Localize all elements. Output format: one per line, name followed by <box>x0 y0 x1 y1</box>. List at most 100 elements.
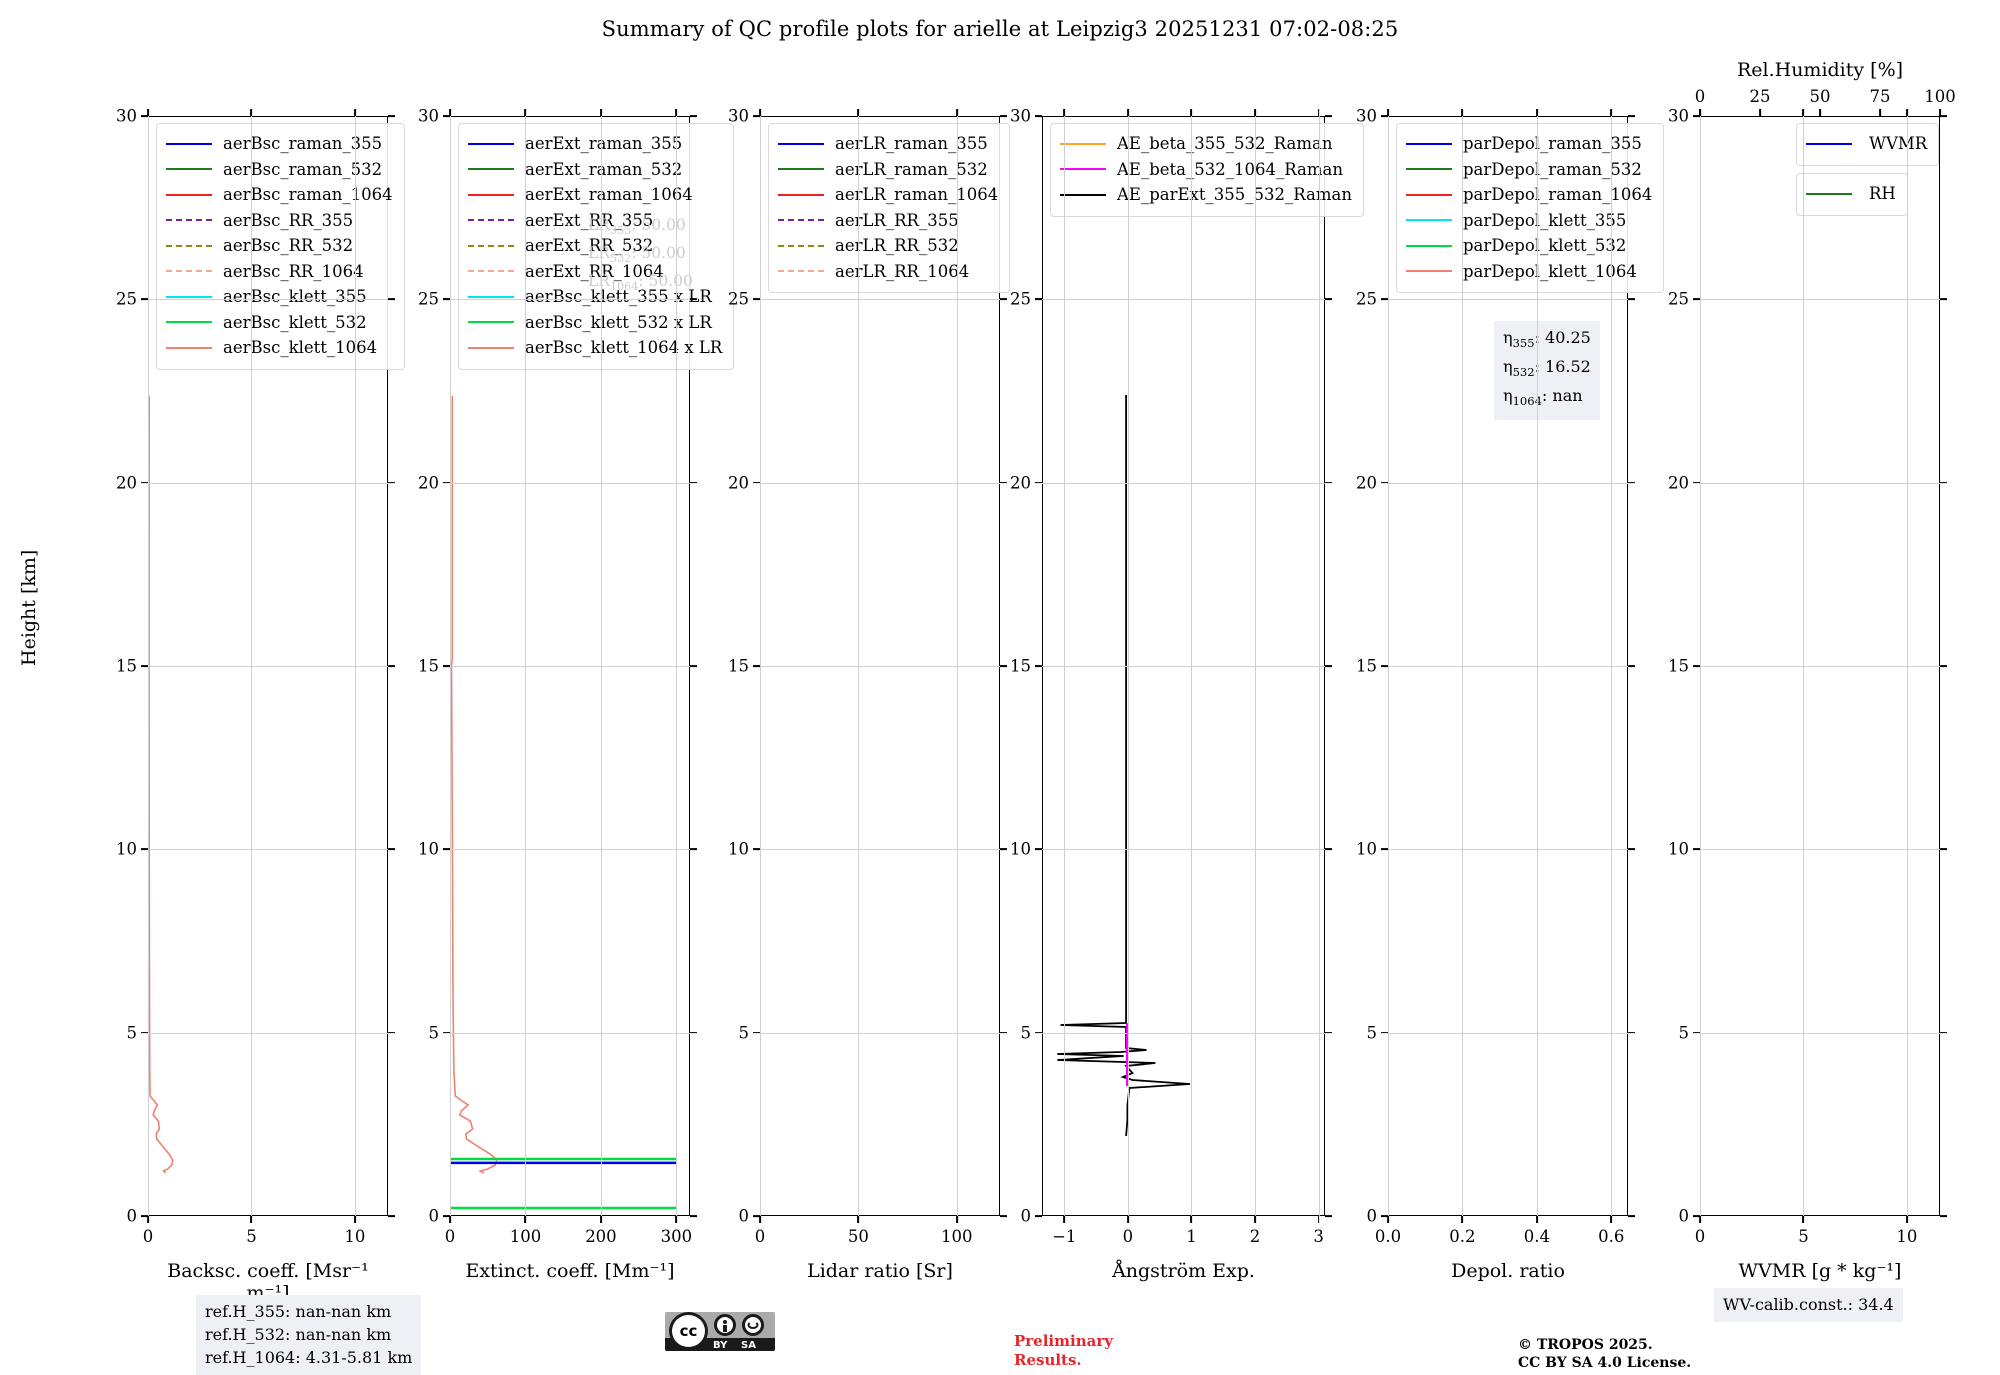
legend-item[interactable]: AE_beta_355_532_Raman <box>1060 131 1352 157</box>
legend-color-swatch <box>778 131 833 157</box>
by-label: BY <box>713 1340 728 1351</box>
gridline-vertical <box>956 116 958 1216</box>
legend-color-swatch <box>1406 259 1461 285</box>
legend-angstrom: AE_beta_355_532_Raman AE_beta_532_1064_Ra… <box>1050 123 1364 217</box>
y-tick-mark <box>1693 115 1700 117</box>
legend-item[interactable]: aerLR_RR_532 <box>778 233 998 259</box>
y-tick-label: 0 <box>126 1206 138 1226</box>
legend-item[interactable]: parDepol_raman_1064 <box>1406 182 1652 208</box>
y-tick-mark <box>141 848 148 851</box>
gridline-vertical <box>858 116 860 1216</box>
y-tick-mark <box>1628 298 1635 301</box>
top-tick-label: 75 <box>1869 87 1891 106</box>
legend-item[interactable]: AE_beta_532_1064_Raman <box>1060 157 1352 183</box>
legend-item[interactable]: aerBsc_klett_355 <box>166 284 393 310</box>
x-tick-label: 0.4 <box>1523 1227 1550 1246</box>
legend-item[interactable]: aerBsc_RR_532 <box>166 233 393 259</box>
gridline-horizontal <box>1388 666 1628 667</box>
legend-lidar-ratio: aerLR_raman_355 aerLR_raman_532 aerLR_rama… <box>768 123 1011 293</box>
legend-item[interactable]: aerLR_raman_1064 <box>778 182 998 208</box>
y-tick-label: 30 <box>1668 106 1689 126</box>
legend-color-swatch <box>468 310 523 336</box>
gridline-horizontal <box>1042 666 1325 667</box>
y-tick-label: 15 <box>1356 656 1377 676</box>
legend-color-swatch <box>166 310 221 336</box>
legend-item[interactable]: aerBsc_klett_532 <box>166 310 393 336</box>
x-tick-mark <box>600 109 602 116</box>
legend-item[interactable]: parDepol_klett_1064 <box>1406 259 1652 285</box>
y-tick-label: 15 <box>116 656 137 676</box>
legend-item[interactable]: aerExt_RR_355 <box>468 208 722 234</box>
legend-color-swatch <box>778 182 833 208</box>
legend-label: aerLR_raman_532 <box>835 159 988 179</box>
y-tick-label: 20 <box>1668 473 1689 493</box>
panel-backscatter: aerBsc_raman_355 aerBsc_raman_532 aerBsc_r… <box>116 107 405 1304</box>
preliminary-line-2: Results. <box>1014 1351 1082 1369</box>
x-tick-label: 300 <box>660 1227 693 1246</box>
legend-item[interactable]: aerBsc_klett_355 x LR <box>468 284 722 310</box>
sa-icon <box>742 1314 764 1336</box>
legend-item[interactable]: aerLR_raman_355 <box>778 131 998 157</box>
y-tick-mark <box>443 115 450 117</box>
legend-item[interactable]: aerLR_RR_1064 <box>778 259 998 285</box>
legend-item[interactable]: aerBsc_RR_1064 <box>166 259 393 285</box>
gridline-horizontal <box>1042 299 1325 301</box>
legend-item[interactable]: parDepol_raman_355 <box>1406 131 1652 157</box>
legend-color-swatch <box>468 233 523 259</box>
y-tick-mark <box>1693 481 1700 484</box>
legend-color-swatch <box>1806 131 1867 157</box>
legend-item[interactable]: aerExt_raman_532 <box>468 157 722 183</box>
legend-rows: WVMR <box>1806 131 1927 157</box>
legend-item[interactable]: parDepol_klett_355 <box>1406 208 1652 234</box>
legend-item[interactable]: RH <box>1806 181 1896 207</box>
y-tick-mark <box>1000 848 1007 851</box>
gridline-horizontal <box>450 849 690 851</box>
y-tick-label: 20 <box>1356 473 1377 493</box>
y-tick-mark <box>1693 1215 1700 1217</box>
legend-item[interactable]: aerExt_raman_355 <box>468 131 722 157</box>
y-tick-mark <box>1940 665 1947 667</box>
legend-item[interactable]: aerBsc_klett_532 x LR <box>468 310 722 336</box>
y-tick-label: 25 <box>1356 289 1377 309</box>
x-tick-label: 0 <box>142 1227 154 1246</box>
legend-rows: aerExt_raman_355 aerExt_raman_532 aerExt_r… <box>468 131 722 361</box>
legend-item[interactable]: aerBsc_klett_1064 <box>166 335 393 361</box>
lr-355: LR355: 50.00 <box>588 216 686 238</box>
legend-item[interactable]: WVMR <box>1806 131 1927 157</box>
gridline-vertical <box>1803 116 1805 1216</box>
legend-color-swatch <box>468 157 523 183</box>
y-tick-label: 5 <box>126 1023 138 1043</box>
x-tick-mark <box>1387 1216 1389 1223</box>
gridline-horizontal <box>450 1032 690 1034</box>
x-tick-mark <box>1190 1216 1193 1223</box>
legend-color-swatch <box>166 259 221 285</box>
x-tick-mark <box>524 1216 527 1223</box>
legend-item[interactable]: aerLR_RR_355 <box>778 208 998 234</box>
lr-1064: LR1064: 50.00 <box>588 272 693 294</box>
copyright-line-1: © TROPOS 2025. <box>1518 1337 1653 1353</box>
y-tick-label: 30 <box>1010 106 1031 126</box>
legend-color-swatch <box>778 259 833 285</box>
legend-label: aerBsc_RR_532 <box>223 236 354 255</box>
x-tick-mark <box>1461 1216 1464 1223</box>
gridline-horizontal <box>760 482 1000 484</box>
x-tick-mark <box>1126 1216 1129 1223</box>
legend-item[interactable]: aerExt_raman_1064 <box>468 182 722 208</box>
panel-angstrom: AE_beta_355_532_Raman AE_beta_532_1064_Ra… <box>1010 107 1364 1282</box>
legend-item[interactable]: aerBsc_RR_355 <box>166 208 393 234</box>
legend-item[interactable]: aerLR_raman_532 <box>778 157 998 183</box>
legend-item[interactable]: aerBsc_raman_532 <box>166 157 393 183</box>
legend-item[interactable]: aerBsc_raman_1064 <box>166 182 393 208</box>
y-tick-mark <box>388 1215 395 1217</box>
y-tick-mark <box>141 481 148 484</box>
legend-item[interactable]: AE_parExt_355_532_Raman <box>1060 182 1352 208</box>
legend-item[interactable]: aerExt_RR_532 <box>468 233 722 259</box>
gridline-horizontal <box>1700 482 1940 484</box>
legend-item[interactable]: aerBsc_raman_355 <box>166 131 393 157</box>
x-tick-mark <box>1802 109 1805 116</box>
legend-item[interactable]: parDepol_raman_532 <box>1406 157 1652 183</box>
legend-color-swatch <box>166 284 221 310</box>
legend-item[interactable]: aerExt_RR_1064 <box>468 259 722 285</box>
legend-item[interactable]: parDepol_klett_532 <box>1406 233 1652 259</box>
legend-item[interactable]: aerBsc_klett_1064 x LR <box>468 335 722 361</box>
